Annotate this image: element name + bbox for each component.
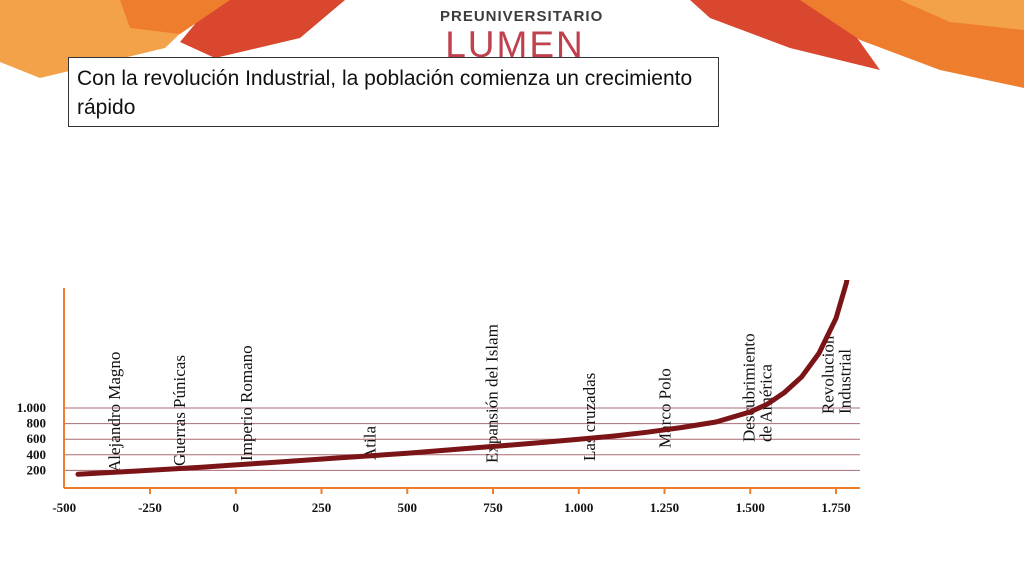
y-tick-label: 600 [27, 431, 47, 446]
slide-title: Con la revolución Industrial, la poblaci… [68, 57, 719, 127]
x-tick-label: 1.000 [564, 500, 593, 515]
event-label: Alejandro Magno [105, 352, 124, 472]
series [75, 280, 850, 477]
x-tick-label: -250 [138, 500, 162, 515]
header-decoration [0, 0, 1024, 88]
y-tick-label: 400 [27, 447, 47, 462]
x-tick-label: 1.750 [821, 500, 850, 515]
x-tick-label: 1.250 [650, 500, 679, 515]
event-label: Expansión del Islam [482, 324, 501, 463]
event-label: Atila [361, 426, 380, 460]
axes [63, 288, 860, 494]
event-label: Revolución [819, 335, 838, 414]
logo: PREUNIVERSITARIO LUMEN [440, 8, 604, 65]
event-labels: Alejandro Magno Guerras Púnicas Imperio Ro… [105, 324, 854, 472]
header-shape-left-dark [120, 0, 230, 34]
x-tick-label: 500 [398, 500, 418, 515]
grid-lines [64, 407, 860, 471]
y-tick-label: 800 [27, 416, 47, 431]
x-tick-label: 750 [483, 500, 503, 515]
population-line [75, 280, 850, 477]
x-tick-labels: -500 -250 0 250 500 750 1.000 1.250 1.500 1.750 [52, 500, 850, 515]
event-label: Marco Polo [656, 368, 675, 448]
event-label: Industrial [836, 349, 855, 414]
event-label: Imperio Romano [237, 345, 256, 461]
x-tick-label: 1.500 [736, 500, 765, 515]
header-shape-left-red [180, 0, 345, 58]
event-label: Guerras Púnicas [170, 355, 189, 466]
logo-top-text: PREUNIVERSITARIO [440, 8, 604, 25]
x-tick-label: -500 [52, 500, 76, 515]
y-tick-label: 200 [27, 462, 47, 477]
header-shape-right-light [900, 0, 1024, 30]
logo-main-text: LUMEN [445, 24, 585, 65]
x-tick-label: 0 [233, 500, 240, 515]
y-tick-label: 1.000 [17, 400, 46, 415]
x-tick-label: 250 [312, 500, 332, 515]
event-label: Las cruzadas [580, 373, 599, 461]
